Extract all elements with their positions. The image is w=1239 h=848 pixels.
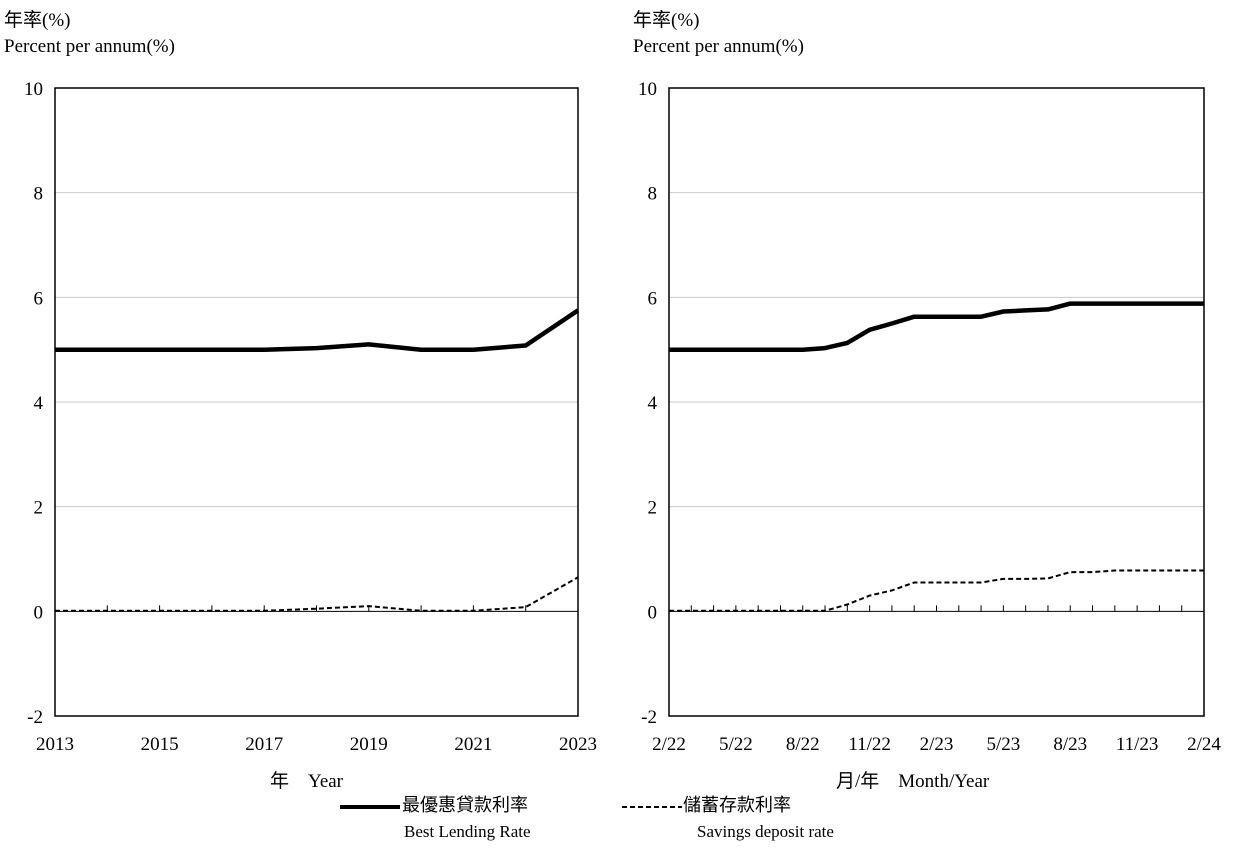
- right-ytick-label: 4: [648, 393, 658, 414]
- right-xtick-label: 5/22: [719, 734, 753, 755]
- legend-label-lending-en: Best Lending Rate: [404, 822, 531, 841]
- left-ytick-label: 8: [34, 184, 44, 205]
- charts-canvas: -2 0 2 4 6 8 10 2013 2015 2017 2019 2021 2023 -2 0 2 4 6 8…: [24, 79, 1221, 755]
- right-ytick-label: 10: [638, 79, 657, 100]
- legend-swatch-dashed: [622, 806, 682, 808]
- left-xtick-label: 2019: [350, 734, 388, 755]
- legend-item-lending: 最優惠貸款利率: [402, 793, 528, 817]
- left-ytick-label: 0: [34, 602, 44, 623]
- left-ytick-label: 2: [34, 498, 44, 519]
- right-ytick-label: 2: [648, 498, 658, 519]
- right-xtick-label: 8/22: [786, 734, 820, 755]
- legend-label-savings-en: Savings deposit rate: [697, 822, 834, 841]
- left-plot-frame: [54, 87, 579, 717]
- right-ytick-label: 6: [648, 288, 658, 309]
- left-chart: -2 0 2 4 6 8 10 2013 2015 2017 2019 2021 2023: [24, 79, 597, 755]
- right-ytick-label: 8: [648, 184, 658, 205]
- right-ylabel: 年率(%) Percent per annum(%): [633, 10, 804, 58]
- right-ylabel-en: Percent per annum(%): [633, 36, 804, 57]
- legend-label-savings-zh: 儲蓄存款利率: [683, 795, 791, 815]
- right-ylabel-zh: 年率(%): [633, 10, 700, 31]
- left-ylabel-zh: 年率(%): [4, 10, 71, 31]
- left-xtick-label: 2015: [141, 734, 179, 755]
- left-ytick-label: -2: [27, 707, 43, 728]
- right-xtick-label: 11/23: [1116, 734, 1159, 755]
- right-ytick-label: 0: [648, 602, 658, 623]
- right-xtick-label: 2/24: [1187, 734, 1221, 755]
- left-xtick-label: 2013: [36, 734, 74, 755]
- left-ytick-label: 4: [34, 393, 44, 414]
- legend-item-savings: 儲蓄存款利率: [683, 793, 791, 817]
- right-series-best-lending-rate: [669, 301, 1204, 352]
- right-xtick-label: 11/22: [848, 734, 891, 755]
- left-xtick-label: 2023: [559, 734, 597, 755]
- left-ylabel: 年率(%) Percent per annum(%): [4, 10, 175, 58]
- left-ytick-label: 6: [34, 288, 44, 309]
- right-ytick-label: -2: [641, 707, 657, 728]
- left-xtick-label: 2021: [454, 734, 492, 755]
- right-xtick-label: 2/23: [920, 734, 954, 755]
- right-xtick-label: 8/23: [1053, 734, 1087, 755]
- legend-swatch-solid: [340, 805, 400, 809]
- right-xlabel: 月/年 Month/Year: [836, 771, 990, 792]
- left-ylabel-en: Percent per annum(%): [4, 36, 175, 57]
- left-series-savings-deposit-rate: [55, 576, 579, 612]
- left-series-best-lending-rate: [55, 308, 580, 352]
- left-xlabel: 年 Year: [270, 771, 344, 792]
- right-series-savings-deposit-rate: [669, 569, 1204, 612]
- right-plot-frame: [668, 87, 1205, 717]
- left-xtick-label: 2017: [245, 734, 283, 755]
- right-xtick-label: 2/22: [652, 734, 686, 755]
- legend-label-lending-zh: 最優惠貸款利率: [402, 795, 528, 815]
- left-ytick-label: 10: [24, 79, 43, 100]
- right-chart: -2 0 2 4 6 8 10 2/22 5/22 8/22 11/22 2/23 5/23 8/23 11…: [638, 79, 1221, 755]
- right-xtick-label: 5/23: [986, 734, 1020, 755]
